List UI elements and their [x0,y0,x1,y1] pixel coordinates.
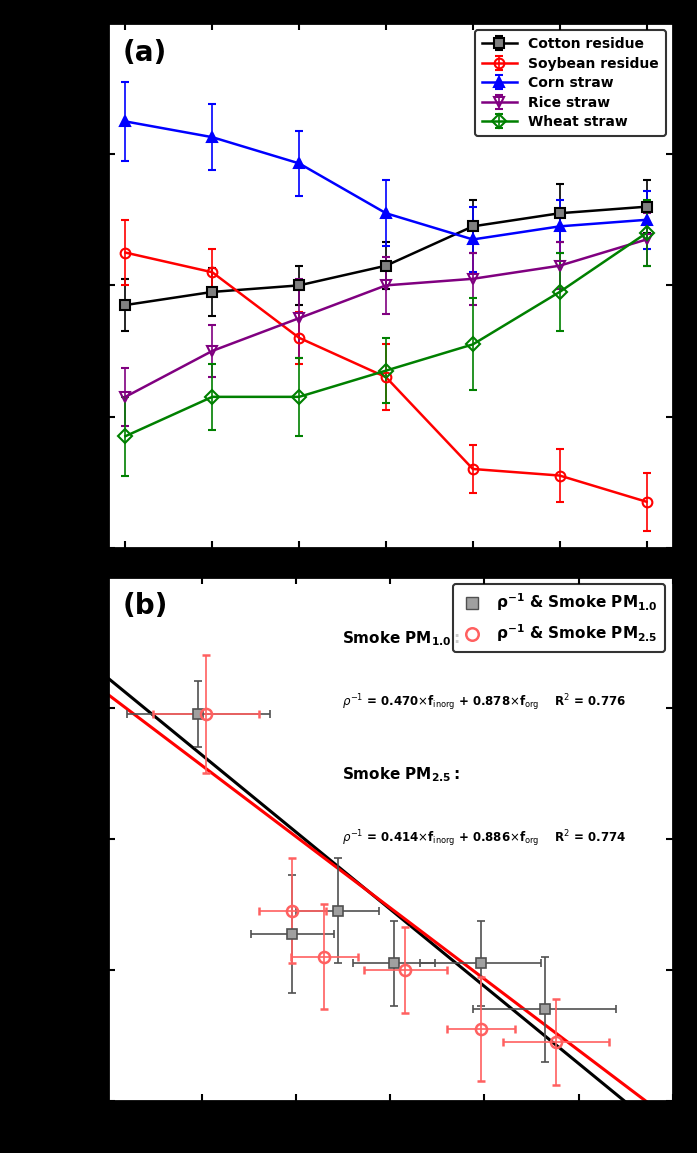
Y-axis label: ρ⁻¹ (cm³/g): ρ⁻¹ (cm³/g) [46,784,63,894]
Text: $\rho^{-1}$ = 0.470$\times$f$_\mathrm{inorg}$ + 0.878$\times$f$_\mathrm{org}$   : $\rho^{-1}$ = 0.470$\times$f$_\mathrm{in… [342,692,627,713]
X-axis label: Inorganic mass fraction: Inorganic mass fraction [271,1126,510,1145]
Legend: $\mathbf{\rho^{-1}}$ & Smoke PM$_\mathbf{1.0}$, $\mathbf{\rho^{-1}}$ & Smoke PM$: $\mathbf{\rho^{-1}}$ & Smoke PM$_\mathbf… [453,585,665,651]
Text: $\bf{Smoke\ PM_{1.0}:}$: $\bf{Smoke\ PM_{1.0}:}$ [342,630,461,648]
Y-axis label: ρ (g/cm³): ρ (g/cm³) [55,240,73,331]
X-axis label: Diameter (nm): Diameter (nm) [316,573,464,591]
Text: (a): (a) [122,39,167,67]
Text: $\rho^{-1}$ = 0.414$\times$f$_\mathrm{inorg}$ + 0.886$\times$f$_\mathrm{org}$   : $\rho^{-1}$ = 0.414$\times$f$_\mathrm{in… [342,828,627,849]
Text: (b): (b) [122,593,167,620]
Text: $\bf{Smoke\ PM_{2.5}:}$: $\bf{Smoke\ PM_{2.5}:}$ [342,766,461,784]
Legend: Cotton residue, Soybean residue, Corn straw, Rice straw, Wheat straw: Cotton residue, Soybean residue, Corn st… [475,30,666,136]
